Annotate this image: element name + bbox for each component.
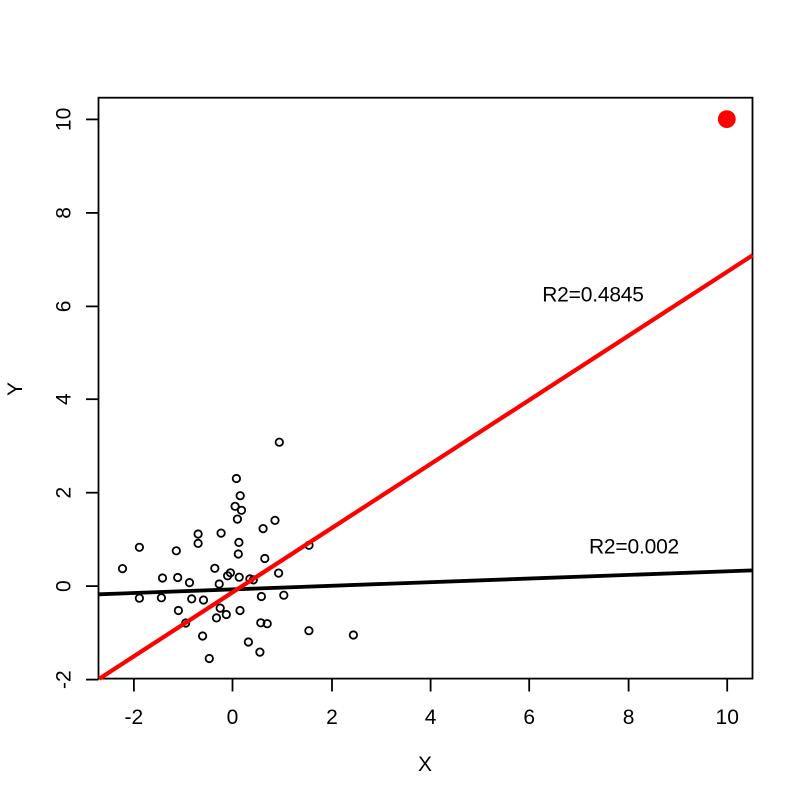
svg-text:R2=0.4845: R2=0.4845 bbox=[542, 283, 644, 306]
svg-text:8: 8 bbox=[53, 207, 76, 219]
svg-text:6: 6 bbox=[53, 301, 76, 313]
svg-text:-2: -2 bbox=[53, 670, 76, 689]
svg-text:2: 2 bbox=[326, 706, 338, 729]
svg-text:8: 8 bbox=[623, 706, 635, 729]
svg-text:R2=0.002: R2=0.002 bbox=[589, 535, 679, 558]
svg-text:-2: -2 bbox=[125, 706, 144, 729]
svg-text:10: 10 bbox=[53, 108, 76, 131]
svg-text:X: X bbox=[418, 753, 432, 776]
svg-text:0: 0 bbox=[227, 706, 239, 729]
svg-text:6: 6 bbox=[523, 706, 535, 729]
svg-text:10: 10 bbox=[716, 706, 739, 729]
svg-text:0: 0 bbox=[53, 580, 76, 592]
svg-text:4: 4 bbox=[53, 393, 76, 405]
svg-text:Y: Y bbox=[4, 382, 27, 396]
svg-text:2: 2 bbox=[53, 487, 76, 499]
svg-text:4: 4 bbox=[425, 706, 437, 729]
